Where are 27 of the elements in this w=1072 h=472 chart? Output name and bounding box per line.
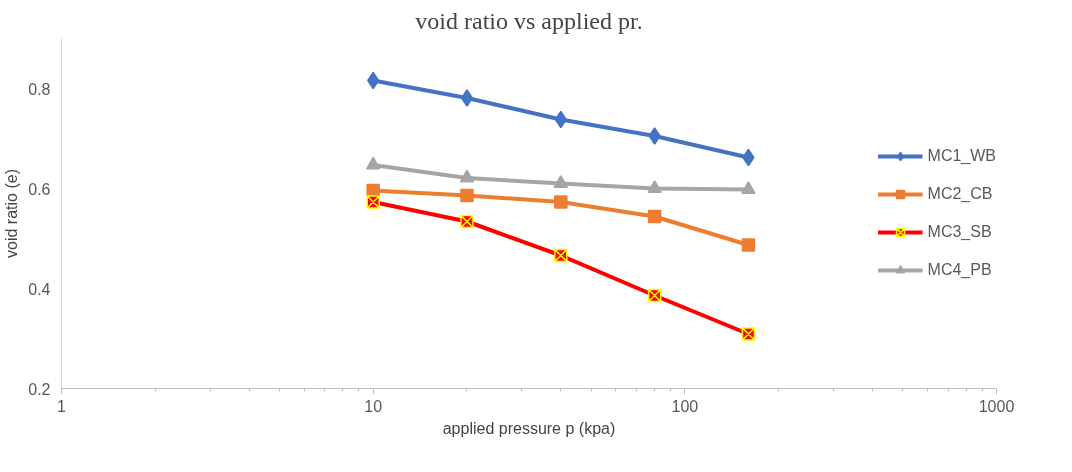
point: [460, 188, 474, 203]
x-axis-title: applied pressure p (kpa): [442, 419, 616, 437]
point: [648, 127, 661, 145]
x-tick-label: 100: [671, 397, 699, 415]
point: [647, 180, 662, 193]
point: [553, 175, 569, 188]
x-tick-label: 1: [57, 397, 67, 415]
x-tick-label: 1000: [978, 397, 1015, 415]
legend-label: MC1_WB: [927, 147, 996, 165]
legend-label: MC2_CB: [927, 185, 993, 203]
x-tick-label: 10: [364, 397, 383, 415]
legend-label: MC4_PB: [927, 261, 992, 279]
point: [647, 209, 662, 224]
point: [741, 181, 756, 194]
point: [459, 169, 475, 183]
point: [365, 156, 381, 170]
point: [554, 195, 568, 209]
chart-title: void ratio vs applied pr.: [415, 7, 643, 34]
y-tick-label: 0.8: [28, 80, 51, 98]
point: [460, 89, 474, 107]
legend-label: MC3_SB: [927, 223, 992, 241]
y-tick-label: 0.2: [28, 380, 51, 398]
point: [741, 238, 756, 252]
point: [366, 195, 380, 209]
y-tick-label: 0.4: [28, 280, 51, 298]
y-tick-label: 0.6: [28, 180, 51, 198]
y-axis-title: void ratio (e): [3, 169, 21, 258]
